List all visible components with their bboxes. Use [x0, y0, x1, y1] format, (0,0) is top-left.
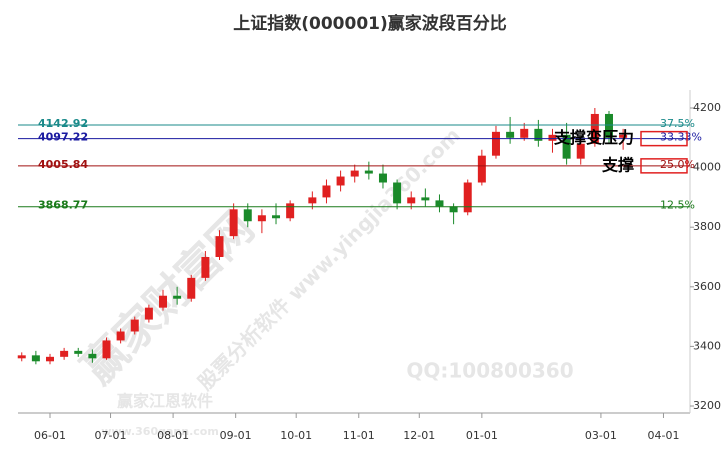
candle-body — [477, 155, 486, 183]
candle-body — [463, 182, 472, 213]
candle-body — [562, 134, 571, 159]
candle-body — [378, 173, 387, 183]
candle-body — [116, 331, 125, 341]
candle-body — [46, 356, 54, 362]
level-percent: 25.0% — [660, 158, 695, 171]
candle-body — [364, 170, 373, 174]
x-tick-label: 08-01 — [157, 429, 189, 442]
candle-body — [449, 206, 458, 213]
level-price: 4005.84 — [38, 158, 88, 171]
x-tick-label: 01-01 — [466, 429, 498, 442]
candle-body — [491, 131, 500, 156]
candle-body — [407, 197, 416, 204]
candle-body — [393, 182, 402, 204]
candle-body — [74, 350, 83, 354]
x-tick-label: 04-01 — [647, 429, 679, 442]
candle-body — [308, 197, 317, 204]
level-price: 4142.92 — [38, 117, 88, 130]
candle-body — [286, 203, 295, 219]
x-tick-label: 10-01 — [280, 429, 312, 442]
candle-body — [215, 236, 224, 257]
level-price: 4097.22 — [38, 131, 88, 144]
y-tick-label: 3800 — [693, 220, 721, 233]
x-tick-label: 07-01 — [95, 429, 127, 442]
candle-body — [322, 185, 331, 198]
annotation-box — [640, 130, 688, 147]
candle-body — [576, 143, 585, 159]
x-tick-label: 06-01 — [34, 429, 66, 442]
y-tick-label: 3600 — [693, 280, 721, 293]
chart-title: 上证指数(000001)赢家波段百分比 — [233, 13, 507, 34]
watermark: 赢家江恩软件 — [117, 392, 213, 411]
candle-body — [336, 176, 345, 186]
x-tick-label: 03-01 — [585, 429, 617, 442]
candle-body — [520, 128, 529, 138]
level-percent: 37.5% — [660, 117, 695, 130]
candle-body — [619, 134, 628, 138]
x-tick-label: 11-01 — [343, 429, 375, 442]
candle-body — [243, 209, 252, 222]
x-tick-label: 12-01 — [403, 429, 435, 442]
y-tick-label: 3200 — [693, 399, 721, 412]
candle-body — [60, 350, 69, 357]
candle-body — [31, 355, 40, 362]
y-tick-label: 4200 — [693, 101, 721, 114]
x-tick-label: 09-01 — [220, 429, 252, 442]
candle-body — [506, 131, 515, 138]
candle-body — [272, 215, 281, 219]
candle-body — [257, 215, 266, 222]
level-percent: 12.5% — [660, 199, 695, 212]
candle-body — [173, 295, 182, 299]
watermark: www.360gann.com — [101, 425, 219, 438]
watermark: QQ:100800360 — [406, 359, 573, 383]
candle-body — [590, 113, 599, 144]
candle-body — [159, 295, 168, 308]
candle-body — [88, 353, 97, 359]
candle-body — [435, 200, 444, 207]
candle-body — [17, 355, 26, 359]
candle-body — [187, 277, 196, 299]
annotation-box — [640, 158, 688, 174]
y-tick-label: 4000 — [693, 161, 721, 174]
annotation: 支撑变压力 — [553, 128, 634, 147]
candle-body — [604, 113, 613, 138]
candle-body — [201, 257, 210, 278]
candle-body — [548, 134, 557, 141]
candle-body — [350, 170, 359, 177]
candle-body — [534, 128, 543, 141]
candle-body — [130, 319, 139, 332]
candle-body — [102, 340, 111, 359]
candle-body — [421, 197, 430, 201]
y-tick-label: 3400 — [693, 339, 721, 352]
level-percent: 33.33% — [660, 131, 702, 144]
level-price: 3868.77 — [38, 199, 88, 212]
candle-body — [144, 307, 153, 320]
annotation: 支撑 — [601, 155, 634, 174]
candle-body — [229, 209, 238, 237]
